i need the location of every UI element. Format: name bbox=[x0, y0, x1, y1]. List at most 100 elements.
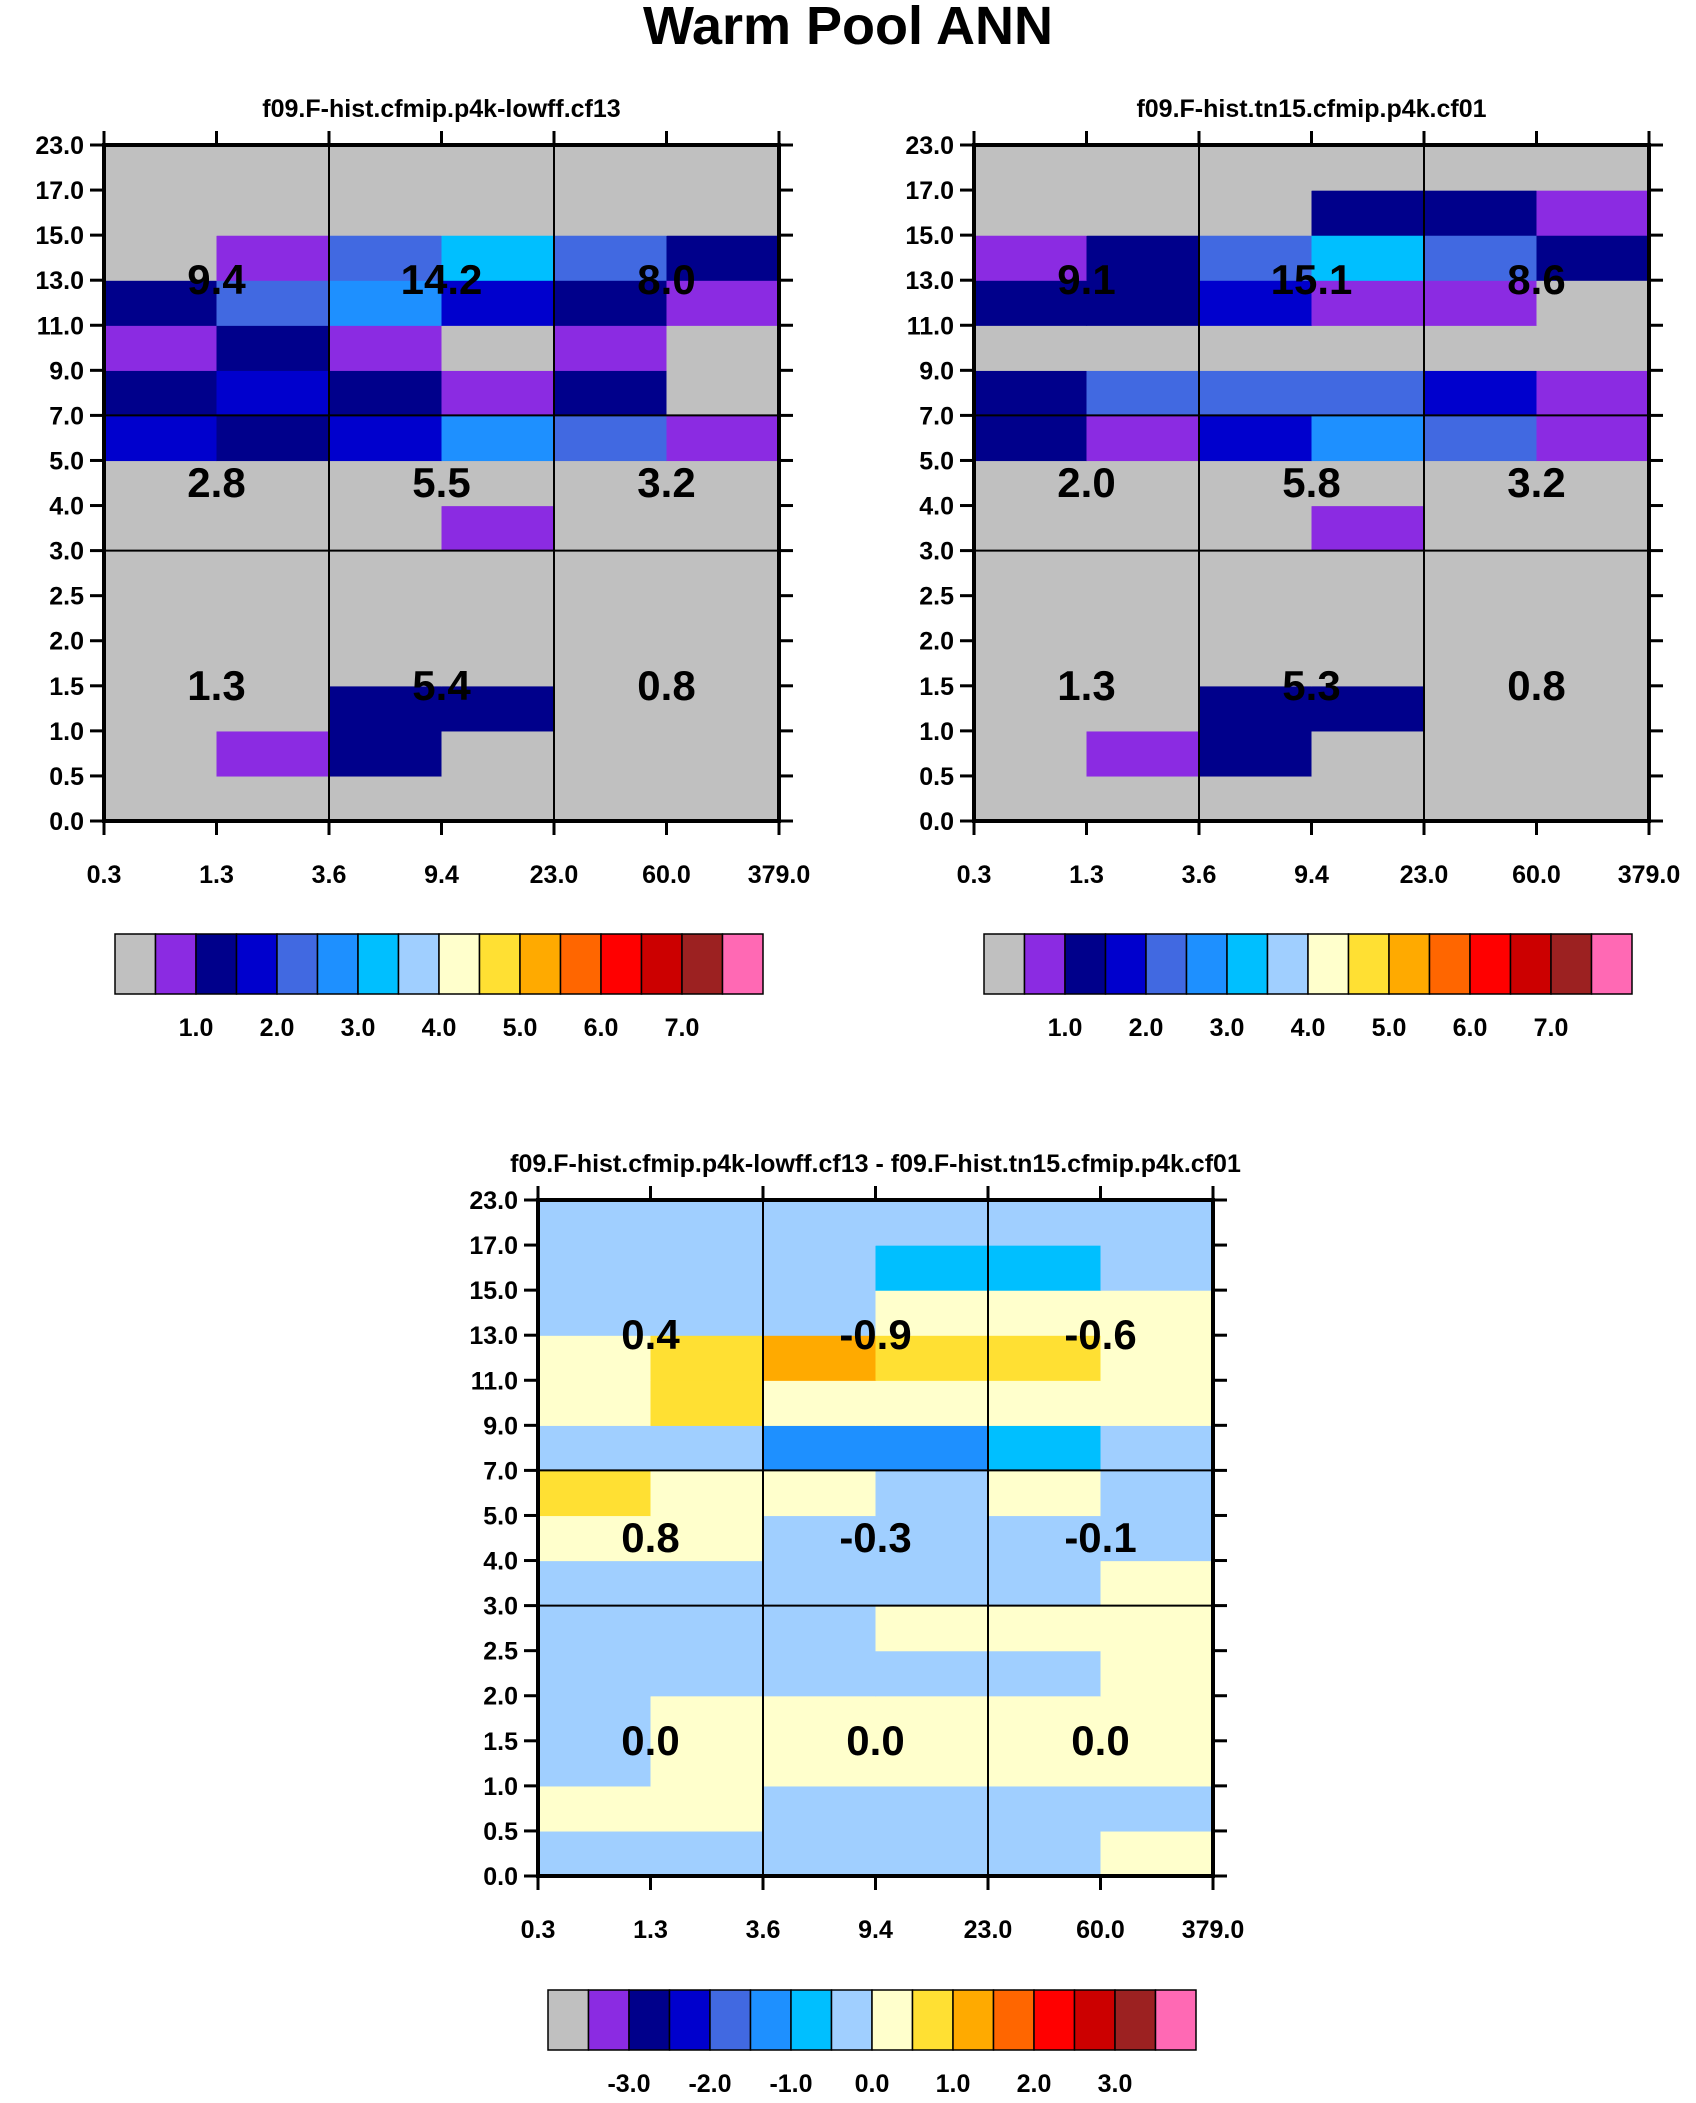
y-tick-label: 7.0 bbox=[49, 402, 84, 430]
heatmap-cell bbox=[666, 505, 780, 552]
heatmap-cell bbox=[441, 460, 555, 507]
heatmap-cell bbox=[650, 1200, 764, 1246]
y-tick-label: 2.5 bbox=[49, 583, 84, 611]
heatmap-cell bbox=[666, 190, 780, 236]
colorbar-swatch bbox=[1388, 933, 1431, 995]
heatmap-cell bbox=[875, 1515, 989, 1562]
group-total-label: 3.2 bbox=[1507, 459, 1565, 506]
y-tick-label: 15.0 bbox=[469, 1277, 518, 1305]
colorbar-swatch bbox=[1428, 933, 1471, 995]
heatmap-cell bbox=[666, 550, 780, 597]
heatmap-cell bbox=[538, 1335, 652, 1381]
colorbar-swatch bbox=[983, 933, 1026, 995]
heatmap-cell bbox=[763, 1740, 877, 1787]
page-title: Warm Pool ANN bbox=[643, 0, 1053, 56]
heatmap-cell bbox=[974, 325, 1088, 371]
group-total-label: 0.4 bbox=[621, 1311, 680, 1358]
heatmap-cell bbox=[1424, 460, 1538, 507]
heatmap-cell bbox=[1536, 235, 1650, 281]
colorbar-swatch bbox=[749, 1989, 792, 2051]
heatmap-cell bbox=[988, 1560, 1102, 1607]
colorbar-label: 7.0 bbox=[665, 1014, 700, 1042]
colorbar-swatch bbox=[1226, 933, 1269, 995]
y-tick-label: 23.0 bbox=[469, 1187, 518, 1215]
heatmap-cell bbox=[1199, 595, 1313, 642]
group-total-label: 9.4 bbox=[187, 256, 246, 303]
heatmap-cell bbox=[1311, 730, 1425, 777]
heatmap-cell bbox=[988, 1605, 1102, 1652]
heatmap-cell bbox=[554, 640, 668, 687]
group-total-label: 8.6 bbox=[1507, 256, 1565, 303]
heatmap-cell bbox=[1100, 1740, 1214, 1787]
y-tick-label: 0.5 bbox=[483, 1818, 518, 1846]
group-total-label: 0.0 bbox=[1071, 1717, 1129, 1764]
heatmap-cell bbox=[538, 1425, 652, 1471]
heatmap-cell bbox=[441, 415, 555, 462]
heatmap-cell bbox=[329, 190, 443, 236]
heatmap-cell bbox=[216, 145, 330, 191]
heatmap-cell bbox=[1100, 1245, 1214, 1291]
colorbar-swatch bbox=[235, 933, 278, 995]
heatmap-cell bbox=[329, 685, 443, 732]
panel-title: f09.F-hist.tn15.cfmip.p4k.cf01 bbox=[1136, 95, 1486, 123]
heatmap-cell bbox=[329, 235, 443, 281]
x-tick-label: 379.0 bbox=[1618, 861, 1681, 889]
heatmap-cell bbox=[1311, 775, 1425, 822]
heatmap-cell bbox=[1424, 415, 1538, 462]
y-tick-label: 17.0 bbox=[35, 177, 84, 205]
heatmap-cell bbox=[1199, 640, 1313, 687]
colorbar-swatch bbox=[1073, 1989, 1116, 2051]
x-tick-label: 23.0 bbox=[1400, 861, 1449, 889]
heatmap-cell bbox=[441, 505, 555, 552]
heatmap-cell bbox=[538, 1515, 652, 1562]
heatmap-cell bbox=[441, 640, 555, 687]
heatmap-cell bbox=[104, 370, 218, 416]
colorbar-swatch bbox=[1469, 933, 1512, 995]
y-tick-label: 0.5 bbox=[919, 763, 954, 791]
heatmap-cell bbox=[875, 1290, 989, 1336]
group-total-label: 0.8 bbox=[637, 662, 695, 709]
y-tick-label: 1.5 bbox=[483, 1728, 518, 1756]
y-tick-label: 11.0 bbox=[37, 312, 84, 340]
heatmap-cell bbox=[104, 640, 218, 687]
x-tick-label: 379.0 bbox=[1182, 1916, 1245, 1944]
colorbar-swatch bbox=[114, 933, 157, 995]
colorbar-label: -2.0 bbox=[688, 2070, 731, 2098]
heatmap-cell bbox=[974, 235, 1088, 281]
heatmap-cell bbox=[1086, 370, 1200, 416]
x-tick-label: 379.0 bbox=[748, 861, 811, 889]
heatmap-cell bbox=[1199, 505, 1313, 552]
heatmap-cell bbox=[763, 1560, 877, 1607]
x-tick-label: 1.3 bbox=[1069, 861, 1104, 889]
heatmap-cell bbox=[104, 730, 218, 777]
y-tick-label: 0.0 bbox=[919, 808, 954, 836]
heatmap-cell bbox=[1199, 370, 1313, 416]
heatmap-cell bbox=[650, 1740, 764, 1787]
heatmap-cell bbox=[441, 595, 555, 642]
heatmap-cell bbox=[104, 145, 218, 191]
heatmap-cell bbox=[1199, 235, 1313, 281]
heatmap-cell bbox=[666, 730, 780, 777]
heatmap-cell bbox=[329, 550, 443, 597]
heatmap-cell bbox=[763, 1695, 877, 1742]
heatmap-cell bbox=[666, 235, 780, 281]
heatmap-cell bbox=[216, 505, 330, 552]
colorbar-label: 1.0 bbox=[1048, 1014, 1083, 1042]
heatmap-cell bbox=[1424, 685, 1538, 732]
heatmap-cell bbox=[763, 1830, 877, 1877]
heatmap-cell bbox=[104, 775, 218, 822]
heatmap-cell bbox=[216, 370, 330, 416]
heatmap-cell bbox=[329, 145, 443, 191]
group-total-label: 5.8 bbox=[1282, 459, 1340, 506]
heatmap-cell bbox=[974, 145, 1088, 191]
colorbar-swatch bbox=[1114, 1989, 1157, 2051]
heatmap-cell bbox=[538, 1785, 652, 1832]
heatmap-cell bbox=[538, 1560, 652, 1607]
x-tick-label: 1.3 bbox=[199, 861, 234, 889]
heatmap-cell bbox=[216, 550, 330, 597]
heatmap-cell bbox=[763, 1245, 877, 1291]
y-tick-label: 0.5 bbox=[49, 763, 84, 791]
heatmap-cell bbox=[875, 1245, 989, 1291]
heatmap-cell bbox=[1086, 235, 1200, 281]
colorbar-label: 1.0 bbox=[179, 1014, 214, 1042]
